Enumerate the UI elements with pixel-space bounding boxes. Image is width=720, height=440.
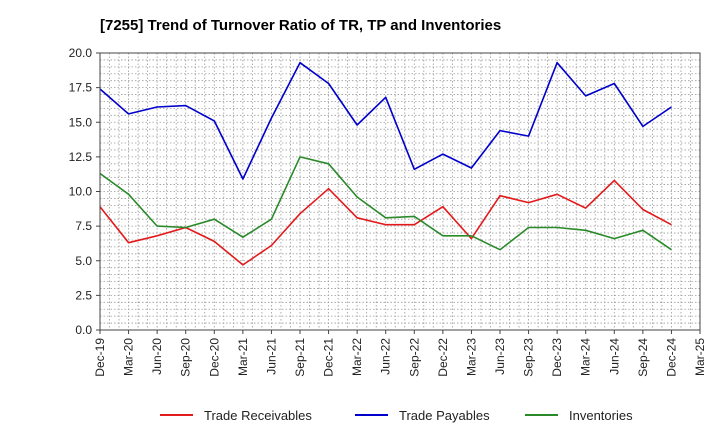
x-tick-label: Dec-21 [322, 338, 336, 377]
series-line-inventories [99, 156, 672, 251]
x-tick-label: Dec-22 [436, 338, 450, 377]
y-tick-label: 2.5 [75, 288, 92, 302]
y-tick-label: 15.0 [69, 115, 93, 129]
x-tick-label: Mar-20 [122, 338, 136, 376]
y-tick-label: 12.5 [69, 150, 93, 164]
y-tick-label: 10.0 [69, 185, 93, 199]
x-tick-label: Jun-24 [607, 338, 621, 375]
legend-label-trade-receivables: Trade Receivables [204, 408, 312, 423]
plot-area-frame [99, 52, 701, 331]
x-tick-label: Dec-23 [550, 338, 564, 377]
x-tick-label: Jun-20 [150, 338, 164, 375]
x-tick-label: Jun-23 [493, 338, 507, 375]
x-tick-label: Sep-23 [522, 338, 536, 377]
x-tick-label: Dec-19 [93, 338, 107, 377]
y-tick-label: 7.5 [75, 219, 92, 233]
x-tick-label: Mar-23 [464, 338, 478, 376]
chart-title: [7255] Trend of Turnover Ratio of TR, TP… [100, 17, 501, 34]
y-tick-label: 5.0 [75, 254, 92, 268]
legend-label-inventories: Inventories [569, 408, 633, 423]
grid [99, 52, 701, 331]
y-tick-label: 0.0 [75, 323, 92, 337]
x-tick-label: Jun-22 [379, 338, 393, 375]
x-tick-label: Sep-24 [636, 338, 650, 377]
x-tick-label: Sep-20 [179, 338, 193, 377]
x-tick-label: Sep-22 [407, 338, 421, 377]
x-tick-label: Mar-21 [236, 338, 250, 376]
y-tick-label: 17.5 [69, 81, 93, 95]
x-tick-label: Dec-20 [207, 338, 221, 377]
x-tick-label: Mar-24 [579, 338, 593, 376]
legend: Trade Receivables Trade Payables Inventori… [160, 408, 633, 423]
series-line-trade-receivables [99, 179, 672, 266]
x-tick-label: Sep-21 [293, 338, 307, 377]
x-tick-label: Jun-21 [264, 338, 278, 375]
y-tick-label: 20.0 [69, 46, 93, 60]
y-axis-ticks: 0.0 2.5 5.0 7.5 10.0 12.5 15.0 17.5 20.0 [69, 46, 100, 337]
series-lines [99, 61, 672, 266]
x-tick-label: Mar-22 [350, 338, 364, 376]
series-line-trade-payables [99, 61, 672, 180]
x-tick-label: Dec-24 [664, 338, 678, 377]
x-tick-label: Mar-25 [693, 338, 707, 376]
legend-label-trade-payables: Trade Payables [399, 408, 490, 423]
x-axis-ticks: Dec-19 Mar-20 Jun-20 Sep-20 Dec-20 Mar-21 Jun-… [93, 330, 707, 377]
